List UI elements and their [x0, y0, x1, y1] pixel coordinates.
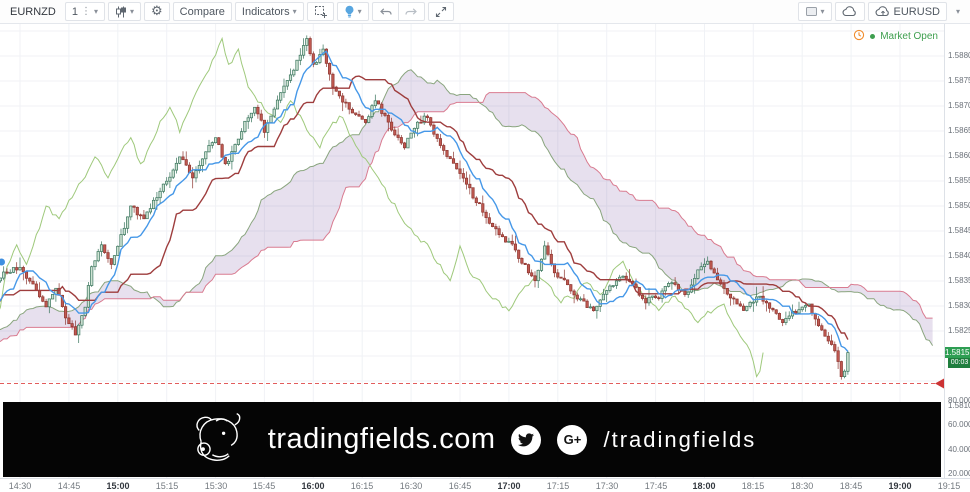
undo-button[interactable]: [371, 2, 399, 21]
time-tick: 16:30: [399, 481, 423, 491]
layout-icon: [805, 6, 818, 17]
time-tick: 15:00: [106, 481, 130, 491]
chevron-down-icon[interactable]: ▾: [955, 7, 960, 16]
cloud-icon: [842, 6, 858, 17]
price-tick: 1.58250: [948, 326, 970, 335]
time-tick: 14:45: [57, 481, 81, 491]
price-axis[interactable]: 1.58800 1.58750 1.58700 1.58650 1.58600 1.585…: [944, 24, 970, 492]
time-tick: 17:15: [546, 481, 570, 491]
twitter-icon: [511, 424, 542, 455]
layout-select-button[interactable]: ▾: [797, 2, 832, 21]
price-tick: 1.58650: [948, 126, 970, 135]
chevron-down-icon[interactable]: ▾: [292, 7, 297, 16]
chevron-down-icon[interactable]: ▾: [129, 7, 134, 16]
chart-properties-button[interactable]: ⚙: [144, 2, 170, 21]
banner-site-text: tradingfields.com: [267, 423, 496, 455]
drawing-anchor-dot[interactable]: [0, 258, 5, 266]
last-price-badge: 1.58157: [945, 347, 970, 358]
redo-button[interactable]: [398, 2, 425, 21]
price-tick: 1.58100: [948, 401, 970, 410]
undo-icon: [379, 7, 392, 17]
bull-logo-icon: [188, 408, 248, 471]
price-tick: 1.58550: [948, 176, 970, 185]
symbol-search-input[interactable]: EURNZD: [10, 5, 56, 18]
indicators-button[interactable]: Indicators ▾: [234, 2, 304, 21]
gear-icon: ⚙: [151, 4, 163, 19]
promo-banner: tradingfields.com G+ /tradingfields: [3, 402, 941, 477]
alert-clock-icon[interactable]: [853, 29, 865, 44]
load-layout-button[interactable]: [834, 2, 865, 21]
time-tick: 18:15: [741, 481, 765, 491]
price-tick: 1.58450: [948, 226, 970, 235]
price-tick: 1.58800: [948, 51, 970, 60]
time-tick: 18:00: [692, 481, 716, 491]
banner-handle-text: /tradingfields: [603, 426, 757, 452]
indicator-tick: 40.0000: [948, 445, 970, 454]
time-tick: 15:30: [204, 481, 228, 491]
time-tick: 18:45: [839, 481, 863, 491]
time-tick: 17:00: [497, 481, 521, 491]
time-tick: 17:45: [644, 481, 668, 491]
fullscreen-button[interactable]: [427, 2, 454, 21]
candlestick-icon: [115, 6, 127, 18]
time-axis[interactable]: 14:30 14:45 15:00 15:15 15:30 15:45 16:00 16:15…: [0, 478, 970, 492]
grid-add-icon: [314, 5, 327, 18]
interval-menu-icon[interactable]: ⋮: [80, 6, 91, 17]
market-open-label: Market Open: [880, 31, 938, 42]
indicators-label: Indicators: [241, 5, 290, 18]
time-tick: 14:30: [8, 481, 32, 491]
time-tick: 18:30: [790, 481, 814, 491]
ideas-toggle[interactable]: ▾: [336, 2, 369, 21]
chart-style-selector[interactable]: ▾: [107, 2, 141, 21]
cloud-save-icon: [875, 6, 891, 17]
layout-name-label: EURUSD: [893, 5, 940, 18]
time-tick: 19:15: [937, 481, 961, 491]
time-tick: 17:30: [595, 481, 619, 491]
time-tick: 15:15: [155, 481, 179, 491]
toolbar: EURNZD 1 ⋮ ▾ ▾ ⚙ Compare Indicators ▾: [0, 0, 970, 24]
redo-icon: [405, 7, 418, 17]
price-tick: 1.58350: [948, 276, 970, 285]
add-chart-button[interactable]: [306, 2, 334, 21]
price-tick: 1.58700: [948, 101, 970, 110]
fullscreen-icon: [435, 6, 447, 18]
indicator-tick: 20.0000: [948, 469, 970, 478]
interval-value: 1: [71, 5, 78, 18]
layout-menu-button[interactable]: ▾: [950, 2, 966, 21]
chevron-down-icon[interactable]: ▾: [820, 7, 825, 16]
interval-selector[interactable]: 1 ⋮ ▾: [64, 2, 105, 21]
price-tick: 1.58750: [948, 76, 970, 85]
googleplus-icon: G+: [557, 424, 588, 455]
chevron-down-icon[interactable]: ▾: [93, 7, 98, 16]
time-tick: 15:45: [252, 481, 276, 491]
market-open-dot: [870, 34, 876, 39]
price-tick: 1.58600: [948, 151, 970, 160]
price-tick: 1.58300: [948, 301, 970, 310]
time-tick: 16:45: [448, 481, 472, 491]
price-tick: 1.58500: [948, 201, 970, 210]
indicator-tick: 80.0000: [948, 396, 970, 405]
time-tick: 16:00: [301, 481, 325, 491]
market-status: Market Open: [853, 29, 938, 44]
bar-countdown-badge: 00:03: [948, 358, 970, 368]
lightbulb-icon: [344, 5, 355, 18]
compare-button[interactable]: Compare: [172, 2, 232, 21]
chevron-down-icon[interactable]: ▾: [357, 7, 362, 16]
price-tick: 1.58400: [948, 251, 970, 260]
alert-marker[interactable]: [935, 378, 944, 389]
save-layout-button[interactable]: EURUSD: [867, 2, 947, 21]
time-tick: 16:15: [350, 481, 374, 491]
time-tick: 19:00: [888, 481, 912, 491]
indicator-tick: 60.0000: [948, 420, 970, 429]
